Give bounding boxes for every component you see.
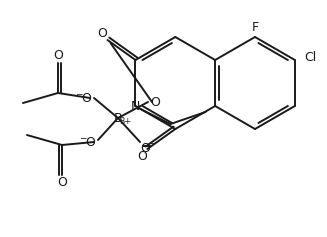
Text: B: B <box>114 111 122 124</box>
Text: F: F <box>251 20 259 33</box>
Text: −: − <box>147 138 155 147</box>
Text: O: O <box>150 96 160 109</box>
Text: O: O <box>137 150 147 163</box>
Text: 3+: 3+ <box>119 117 131 126</box>
Text: O: O <box>140 141 150 155</box>
Text: N: N <box>131 100 140 113</box>
Text: O: O <box>85 136 95 149</box>
Text: O: O <box>57 177 67 190</box>
Text: O: O <box>81 91 91 105</box>
Text: O: O <box>53 49 63 61</box>
Text: −: − <box>75 90 83 99</box>
Text: −: − <box>79 133 87 142</box>
Text: O: O <box>97 27 108 40</box>
Text: Cl: Cl <box>305 50 317 64</box>
